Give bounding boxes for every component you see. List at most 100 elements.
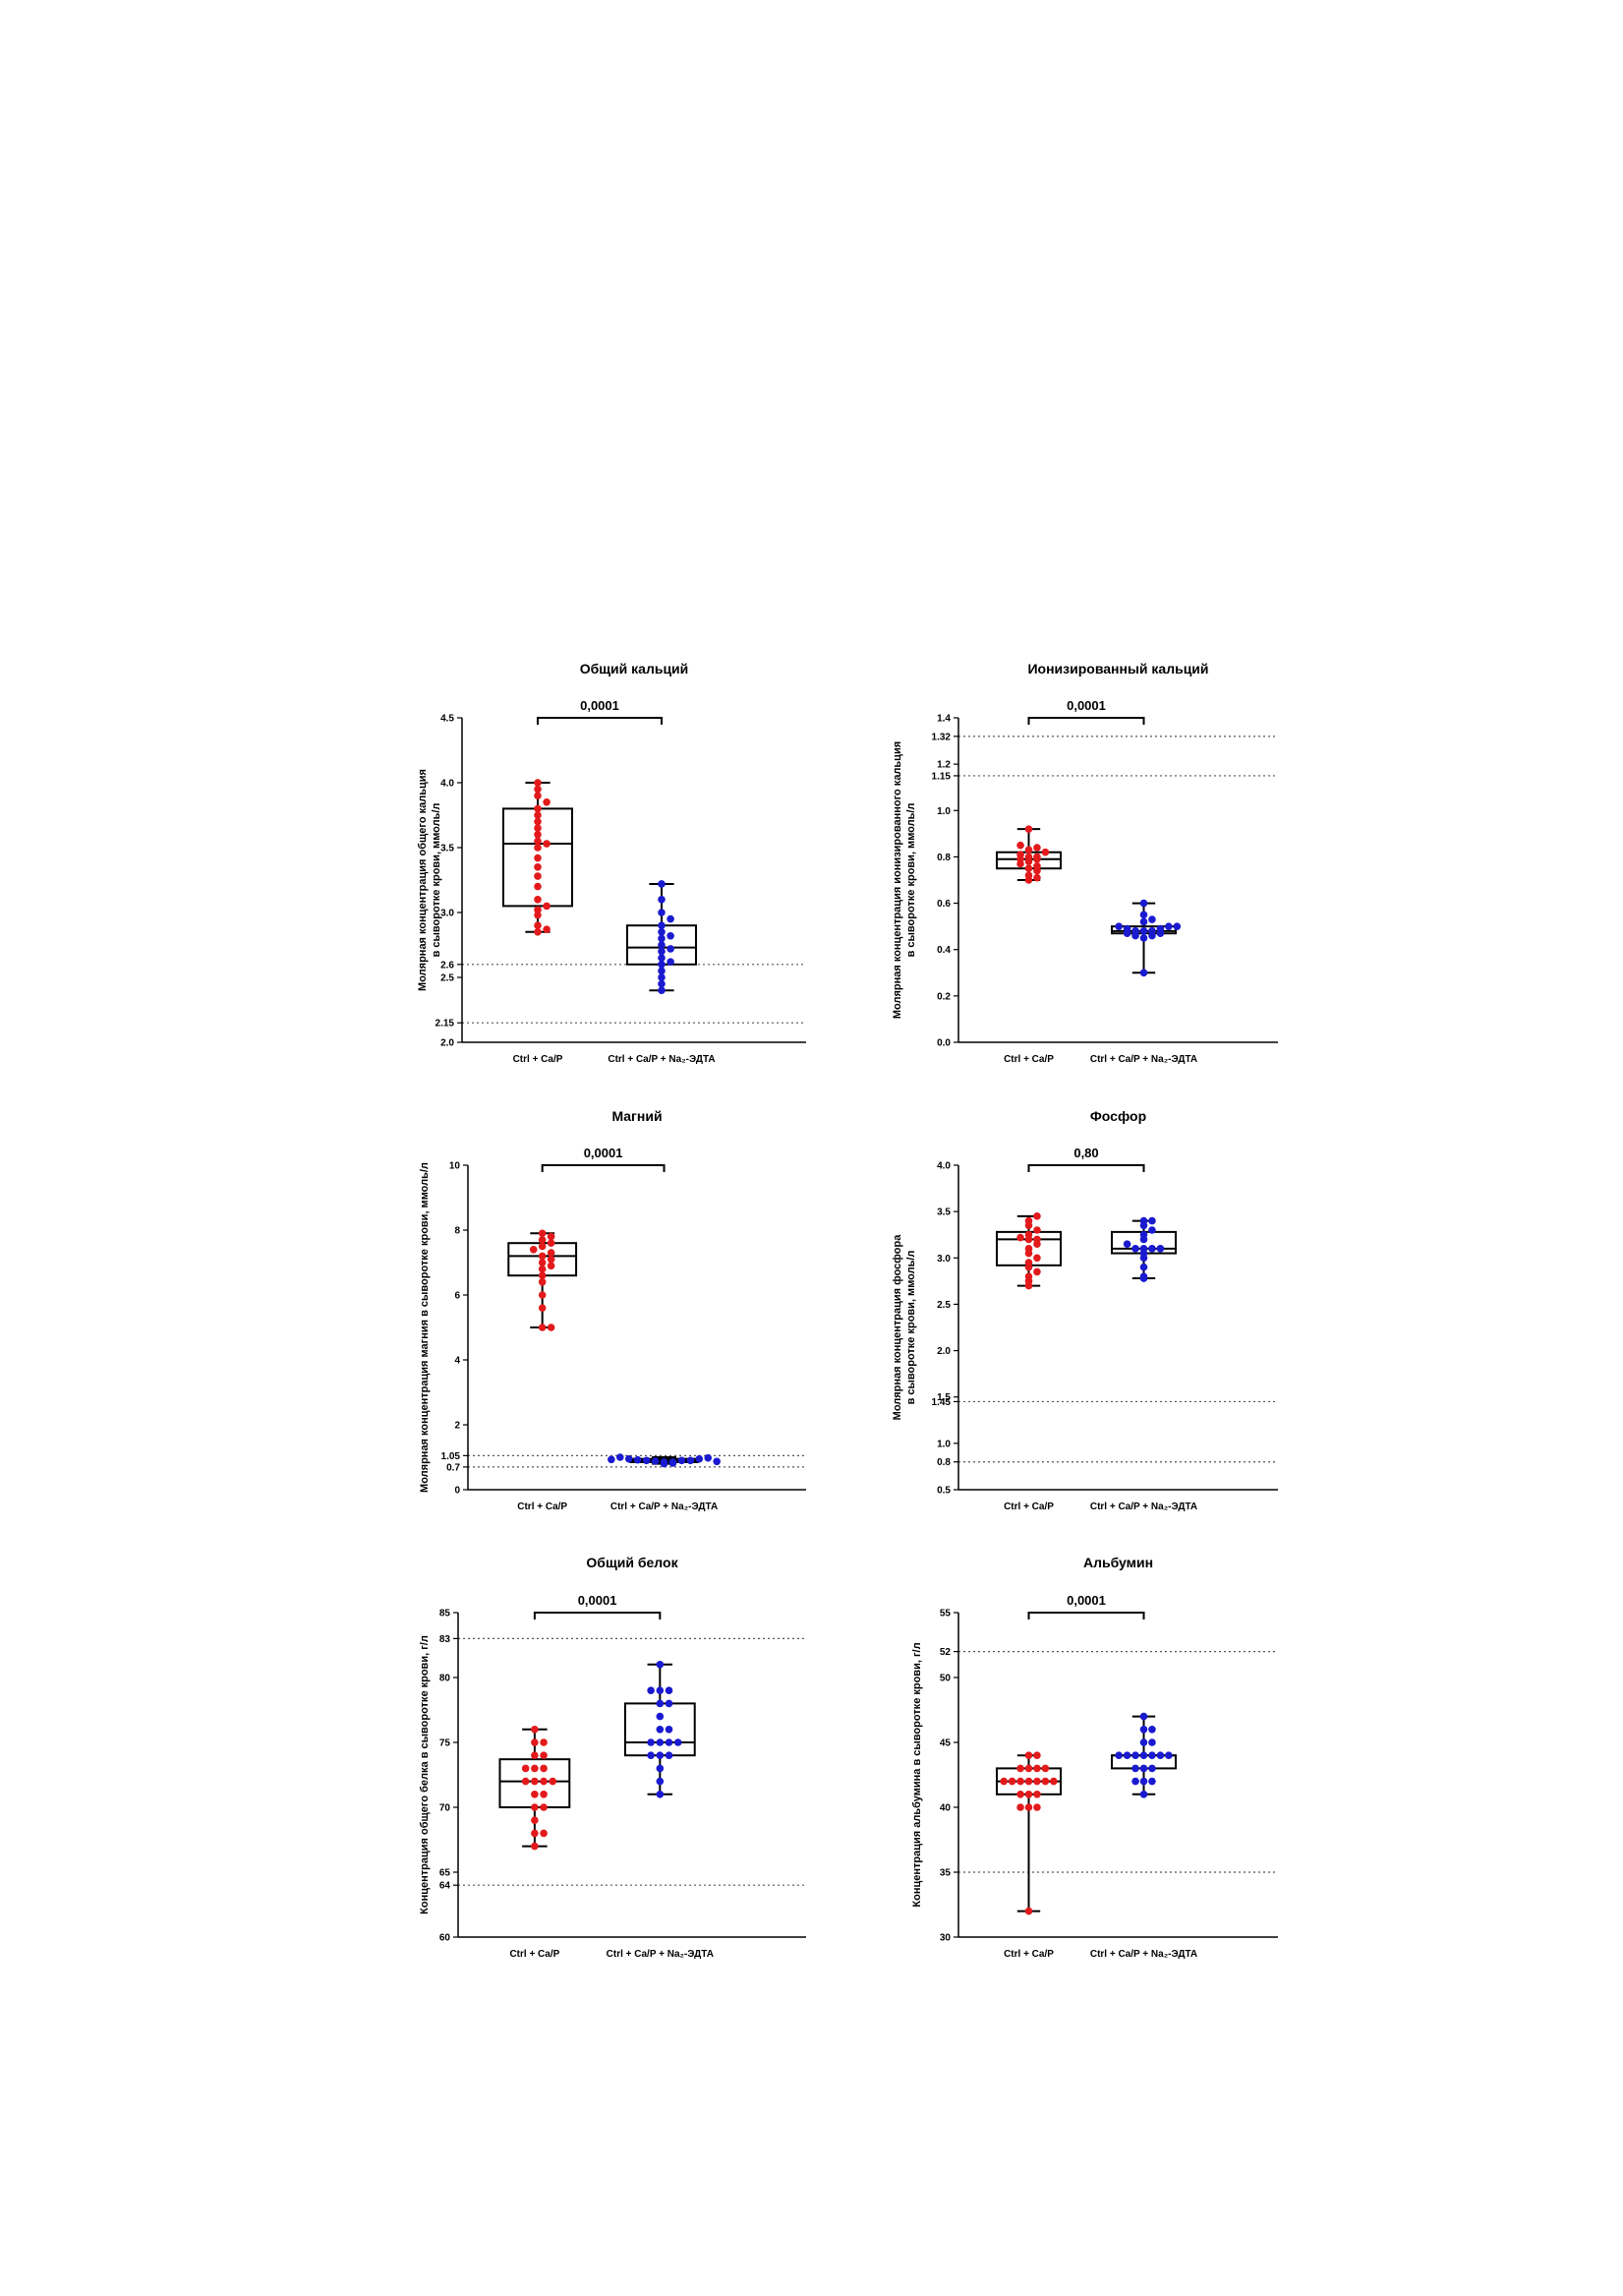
data-point xyxy=(534,779,542,787)
data-point xyxy=(1024,1259,1033,1266)
y-tick-label: 4.0 xyxy=(937,1161,951,1172)
data-point xyxy=(531,1791,539,1798)
y-axis-label: Молярная концентрация ионизированного ка… xyxy=(892,741,917,1019)
y-tick-label: 1.0 xyxy=(937,806,951,817)
y-tick-label: 3.0 xyxy=(937,1254,951,1265)
box-group-2 xyxy=(626,880,697,994)
data-point xyxy=(540,1829,548,1838)
box-group-2 xyxy=(1111,1712,1177,1798)
data-point xyxy=(547,1262,555,1270)
data-point xyxy=(531,1842,539,1851)
data-point xyxy=(534,837,542,846)
data-point xyxy=(534,792,542,799)
x-category-label: Ctrl + Ca/P + Na₂-ЭДТА xyxy=(608,1054,715,1065)
y-tick-label: 8 xyxy=(454,1226,460,1237)
y-tick-label: 0.0 xyxy=(937,1038,951,1049)
data-point xyxy=(1033,1212,1041,1220)
x-category-label: Ctrl + Ca/P xyxy=(1004,1501,1054,1512)
data-point xyxy=(658,979,666,988)
data-point xyxy=(656,1751,665,1759)
data-point xyxy=(534,896,542,904)
data-point xyxy=(642,1456,651,1465)
data-point xyxy=(656,1712,665,1721)
box-group-1 xyxy=(498,1726,571,1851)
y-tick-label: 0.8 xyxy=(937,1457,951,1468)
p-value-label: 0,0001 xyxy=(1067,1593,1106,1608)
data-point xyxy=(647,1738,655,1746)
y-tick-label: 0 xyxy=(454,1486,460,1497)
data-point xyxy=(1131,927,1139,935)
data-point xyxy=(1050,1777,1058,1786)
data-point xyxy=(534,804,542,813)
y-tick-label: 1.5 xyxy=(937,1392,951,1403)
data-point xyxy=(665,1726,673,1734)
data-point xyxy=(1139,1272,1148,1280)
data-point xyxy=(1148,1751,1156,1759)
data-point xyxy=(1148,927,1156,935)
data-point xyxy=(1148,915,1156,923)
y-tick-label: 0.6 xyxy=(937,899,951,910)
data-point xyxy=(1139,917,1148,926)
y-tick-label: 65 xyxy=(439,1868,451,1879)
data-point xyxy=(667,958,674,966)
data-point xyxy=(1016,1791,1024,1798)
data-point xyxy=(608,1455,615,1464)
data-point xyxy=(529,1246,538,1254)
y-tick-label: 0.5 xyxy=(937,1486,951,1497)
box-group-1 xyxy=(502,779,573,936)
y-tick-label: 4.5 xyxy=(440,714,454,725)
data-point xyxy=(538,1324,547,1331)
significance-bracket xyxy=(541,1164,666,1172)
y-tick-label: 40 xyxy=(940,1803,952,1814)
data-point xyxy=(1131,1245,1139,1253)
data-point xyxy=(1024,1907,1033,1915)
y-tick-label: 0.2 xyxy=(937,991,951,1002)
chart-panel-3: Магний 0 0.71.05 2 4 6 8 10 Молярная концентраци… xyxy=(419,1108,806,1512)
data-point xyxy=(1139,1230,1148,1239)
y-tick-label: 2.0 xyxy=(440,1038,454,1049)
data-point xyxy=(713,1457,721,1466)
data-point xyxy=(1033,844,1041,852)
chart-title: Фосфор xyxy=(1090,1108,1146,1124)
data-point xyxy=(1016,1233,1024,1242)
y-tick-label: 60 xyxy=(439,1933,451,1944)
data-point xyxy=(538,1271,547,1279)
data-point xyxy=(1123,924,1131,933)
data-point xyxy=(1156,1751,1165,1759)
data-point xyxy=(647,1751,655,1759)
data-point xyxy=(534,785,542,794)
data-point xyxy=(1016,851,1024,858)
data-point xyxy=(1024,853,1033,861)
data-point xyxy=(1173,922,1182,930)
chart-title: Общий белок xyxy=(586,1555,678,1570)
significance-bracket xyxy=(533,1612,662,1619)
data-point xyxy=(531,1726,539,1734)
data-point xyxy=(656,1764,665,1773)
data-point xyxy=(1131,1777,1139,1786)
data-point xyxy=(543,902,551,911)
y-tick-label: 1.32 xyxy=(932,732,952,742)
data-point xyxy=(667,945,674,953)
data-point xyxy=(656,1699,665,1708)
data-point xyxy=(1033,1764,1041,1773)
data-point xyxy=(658,947,666,956)
data-point xyxy=(1139,1245,1148,1253)
data-point xyxy=(1148,1726,1156,1734)
data-point xyxy=(1139,1751,1148,1759)
box-group-2 xyxy=(623,1661,696,1798)
data-point xyxy=(534,882,542,891)
data-point xyxy=(1024,1803,1033,1811)
y-tick-label: 2 xyxy=(454,1421,460,1432)
y-tick-label: 3.0 xyxy=(440,909,454,919)
data-point xyxy=(1131,1764,1139,1773)
significance-bracket xyxy=(537,717,663,725)
data-point xyxy=(1131,1751,1139,1759)
y-tick-label: 1.45 xyxy=(932,1397,952,1408)
data-point xyxy=(1033,1254,1041,1263)
data-point xyxy=(538,1291,547,1299)
data-point xyxy=(1033,1791,1041,1798)
data-point xyxy=(1033,1226,1041,1234)
data-point xyxy=(656,1661,665,1669)
y-tick-label: 10 xyxy=(449,1161,461,1172)
data-point xyxy=(647,1686,655,1694)
